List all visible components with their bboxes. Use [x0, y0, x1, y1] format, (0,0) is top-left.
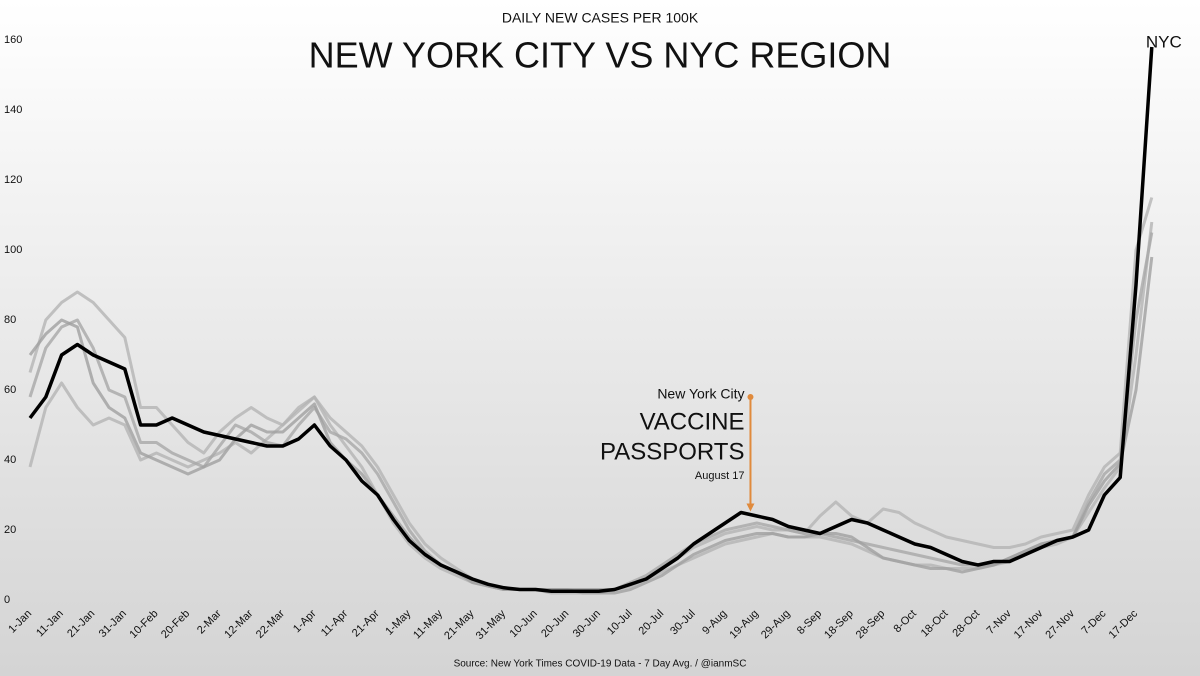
annotation-text: VACCINE	[640, 408, 745, 435]
y-tick-label: 60	[4, 384, 16, 396]
annotation-text: August 17	[695, 470, 745, 482]
source-note: Source: New York Times COVID-19 Data - 7…	[454, 659, 747, 670]
annotation-head	[746, 503, 755, 512]
y-tick-label: 80	[4, 314, 16, 326]
y-tick-label: 0	[4, 594, 10, 606]
y-tick-label: 100	[4, 244, 22, 256]
chart-subtitle: DAILY NEW CASES PER 100K	[502, 10, 699, 26]
y-tick-label: 120	[4, 174, 22, 186]
y-tick-label: 160	[4, 34, 22, 46]
series-label: NYC	[1146, 32, 1182, 51]
y-tick-label: 40	[4, 454, 16, 466]
region-line	[28, 232, 1154, 591]
y-tick-label: 140	[4, 104, 22, 116]
annotation-text: New York City	[657, 386, 744, 402]
series-line	[28, 46, 1154, 594]
annotation-text: PASSPORTS	[600, 438, 745, 465]
annotation-dot	[747, 394, 754, 400]
y-tick-label: 20	[4, 524, 16, 536]
chart-title: NEW YORK CITY VS NYC REGION	[309, 35, 892, 76]
